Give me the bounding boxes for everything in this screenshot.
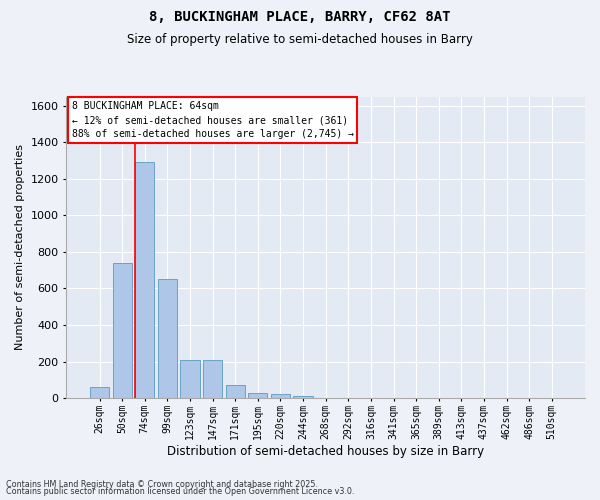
Text: 8, BUCKINGHAM PLACE, BARRY, CF62 8AT: 8, BUCKINGHAM PLACE, BARRY, CF62 8AT [149,10,451,24]
Bar [293,396,313,398]
X-axis label: Distribution of semi-detached houses by size in Barry: Distribution of semi-detached houses by … [167,444,484,458]
Bar [203,360,222,398]
Bar [113,263,132,398]
Bar [181,360,200,398]
Text: 8 BUCKINGHAM PLACE: 64sqm
← 12% of semi-detached houses are smaller (361)
88% of: 8 BUCKINGHAM PLACE: 64sqm ← 12% of semi-… [71,101,353,139]
Bar [248,392,268,398]
Bar [226,386,245,398]
Bar [90,387,109,398]
Bar [158,280,177,398]
Text: Contains HM Land Registry data © Crown copyright and database right 2025.: Contains HM Land Registry data © Crown c… [6,480,318,489]
Bar [271,394,290,398]
Text: Contains public sector information licensed under the Open Government Licence v3: Contains public sector information licen… [6,488,355,496]
Y-axis label: Number of semi-detached properties: Number of semi-detached properties [15,144,25,350]
Text: Size of property relative to semi-detached houses in Barry: Size of property relative to semi-detach… [127,32,473,46]
Bar [135,162,154,398]
